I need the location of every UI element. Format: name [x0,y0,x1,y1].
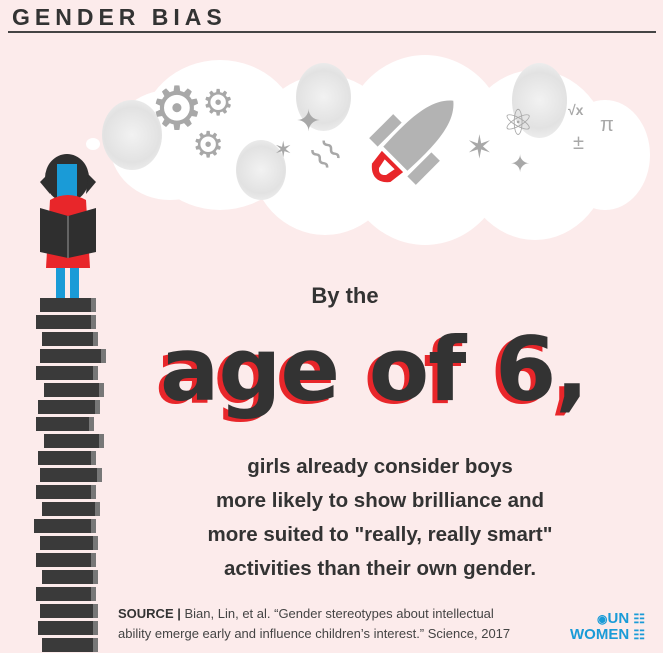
page-title: GENDER BIAS [12,4,227,30]
gears-icon: ⚙ ⚙ ⚙ [150,75,235,166]
source-citation: SOURCE | Bian, Lin, et al. “Gender stere… [118,606,511,641]
rocket-icon [369,100,454,185]
body-text: girls already consider boys more likely … [150,450,610,586]
body-line: girls already consider boys [247,455,513,478]
girl-reading-illustration [40,154,96,300]
un-emblem-icon: ◉ [597,612,608,626]
body-line: activities than their own gender. [223,557,537,580]
sparkle-icon: ✶ [274,137,293,162]
sparkle-icon: ✦ [510,151,531,178]
logo-symbol-icon: ☷ [633,611,645,626]
title-divider [8,31,656,33]
sparkle-icon: ✦ [296,105,322,138]
plus-minus-icon: ± [573,132,584,154]
sparkle-icon: ✶ [466,129,493,165]
atom-icon: ⚛ [502,102,535,143]
headline-lead: By the [311,283,379,308]
headline-big: age of 6, [160,318,589,421]
body-line: more likely to show brilliance and [215,489,545,512]
body-line: more suited to "really, really smart" [207,523,553,546]
un-women-logo: ◉UN ☷ WOMEN ☷ [570,610,645,643]
pi-icon: π [600,114,614,136]
source-label: SOURCE | [118,606,181,621]
sqrt-x-icon: √x [568,102,584,118]
